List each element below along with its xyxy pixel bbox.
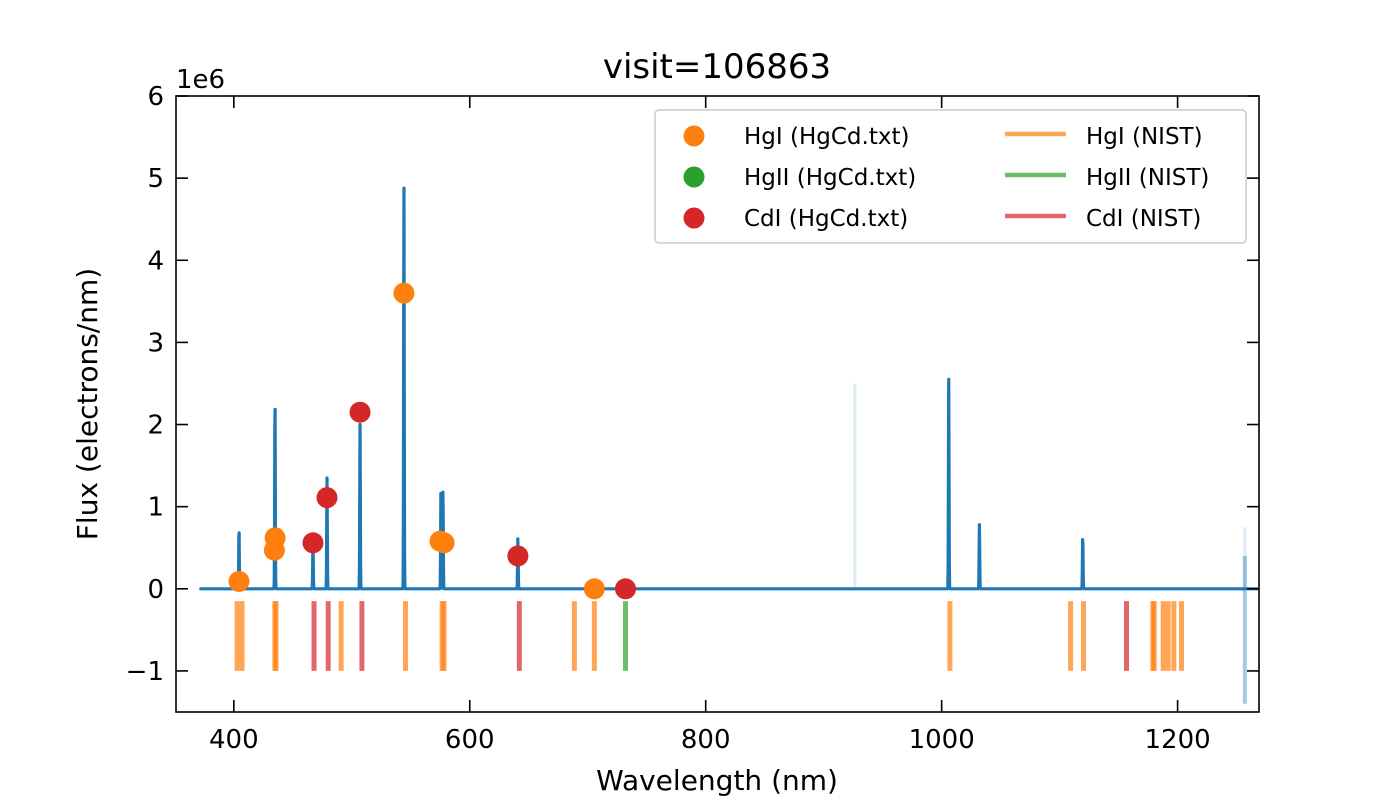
x-tick-label: 400 xyxy=(209,725,259,755)
x-axis-label: Wavelength (nm) xyxy=(596,764,838,797)
y-tick-label: 2 xyxy=(147,411,164,441)
scatter-point-cdi xyxy=(349,401,371,423)
legend-label: HgII (HgCd.txt) xyxy=(744,165,916,191)
legend-label: HgI (HgCd.txt) xyxy=(744,124,909,150)
scatter-point-hgi xyxy=(583,578,605,600)
scatter-point-hgi xyxy=(433,532,455,554)
scatter-point-hgi xyxy=(228,570,250,592)
legend-label: CdI (HgCd.txt) xyxy=(744,206,908,232)
spectrum-line xyxy=(199,186,1259,591)
legend-marker-cdi xyxy=(683,207,705,229)
x-tick-label: 600 xyxy=(445,725,495,755)
y-axis-label: Flux (electrons/nm) xyxy=(71,268,104,540)
scatter-point-cdi xyxy=(316,487,338,509)
y-tick-label: 3 xyxy=(147,328,164,358)
y-offset-label: 1e6 xyxy=(176,65,225,95)
x-tick-label: 800 xyxy=(681,725,731,755)
scatter-point-cdi xyxy=(302,532,324,554)
x-tick-label: 1200 xyxy=(1145,725,1211,755)
y-tick-label: 1 xyxy=(147,493,164,523)
plot-frame xyxy=(175,95,1260,713)
x-tick-label: 1000 xyxy=(909,725,975,755)
scatter-point-cdi xyxy=(507,545,529,567)
y-tick-label: 6 xyxy=(147,82,164,112)
y-tick-label: 0 xyxy=(147,575,164,605)
y-tick-label: 4 xyxy=(147,246,164,276)
scatter-point-hgi xyxy=(263,539,285,561)
legend-label: HgII (NIST) xyxy=(1086,165,1209,191)
legend-label: HgI (NIST) xyxy=(1086,124,1203,150)
legend-box xyxy=(654,109,1247,244)
scatter-point-cdi xyxy=(614,578,636,600)
legend-marker-hgi xyxy=(683,125,705,147)
scatter-point-hgi xyxy=(393,282,415,304)
legend-label: CdI (NIST) xyxy=(1086,206,1201,232)
y-tick-label: 5 xyxy=(147,164,164,194)
legend-marker-hgii xyxy=(683,166,705,188)
y-tick-label: −1 xyxy=(126,657,164,687)
legend: HgI (HgCd.txt) HgII (HgCd.txt) CdI (HgCd.t… xyxy=(654,109,1247,244)
chart-title: visit=106863 xyxy=(603,47,831,87)
